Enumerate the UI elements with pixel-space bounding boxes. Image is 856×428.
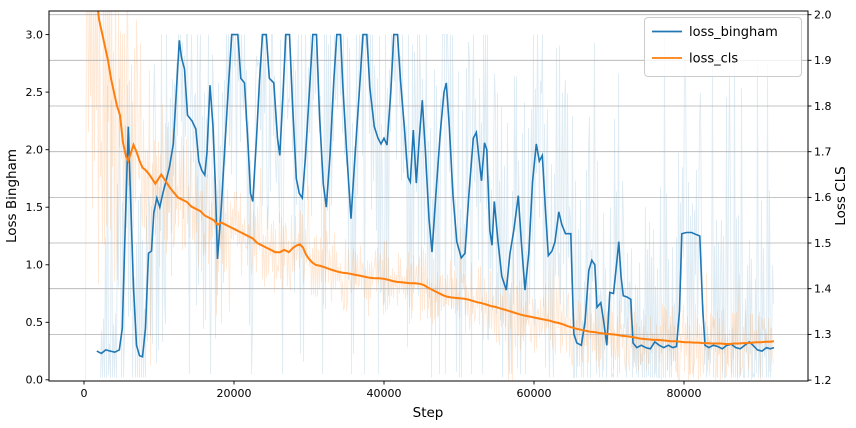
series-line-bingham xyxy=(96,33,775,358)
x-tick-label: 20000 xyxy=(217,387,252,400)
right-tick-label: 1.8 xyxy=(814,100,832,113)
right-tick-label: 1.9 xyxy=(814,54,832,67)
plot-frame xyxy=(48,10,809,382)
tick-labels: 0 20000 40000 60000 80000 0.0 0.5 1.0 1.5 2.0 2.5 3… xyxy=(26,9,832,401)
left-tick-label: 1.5 xyxy=(26,201,44,214)
x-axis-label: Step xyxy=(413,405,444,421)
left-axis-label: Loss Bingham xyxy=(4,149,20,243)
x-tick-label: 0 xyxy=(81,387,88,400)
tick-marks xyxy=(45,14,812,385)
left-tick-label: 0.0 xyxy=(26,374,44,387)
x-tick-label: 60000 xyxy=(517,387,552,400)
right-tick-label: 1.3 xyxy=(814,328,832,341)
legend-label-cls: loss_cls xyxy=(689,52,738,67)
right-tick-label: 1.2 xyxy=(814,374,832,387)
left-tick-label: 2.5 xyxy=(26,86,44,99)
raw-trace-cls xyxy=(85,11,774,381)
left-tick-label: 2.0 xyxy=(26,144,44,157)
raw-trace-bingham xyxy=(100,34,774,378)
legend-label-bingham: loss_bingham xyxy=(689,25,778,40)
x-tick-label: 80000 xyxy=(667,387,702,400)
right-tick-label: 1.6 xyxy=(814,191,832,204)
series-line-cls xyxy=(97,11,775,345)
x-tick-label: 40000 xyxy=(367,387,402,400)
right-axis-label: Loss CLS xyxy=(833,166,849,225)
right-tick-label: 1.5 xyxy=(814,237,832,250)
right-tick-label: 1.4 xyxy=(814,283,832,296)
left-tick-label: 1.0 xyxy=(26,259,44,272)
right-tick-label: 2.0 xyxy=(814,9,832,22)
left-tick-label: 3.0 xyxy=(26,28,44,41)
right-tick-label: 1.7 xyxy=(814,146,832,159)
left-tick-label: 0.5 xyxy=(26,316,44,329)
legend: loss_bingham loss_cls xyxy=(644,17,802,77)
legend-box xyxy=(644,17,802,77)
